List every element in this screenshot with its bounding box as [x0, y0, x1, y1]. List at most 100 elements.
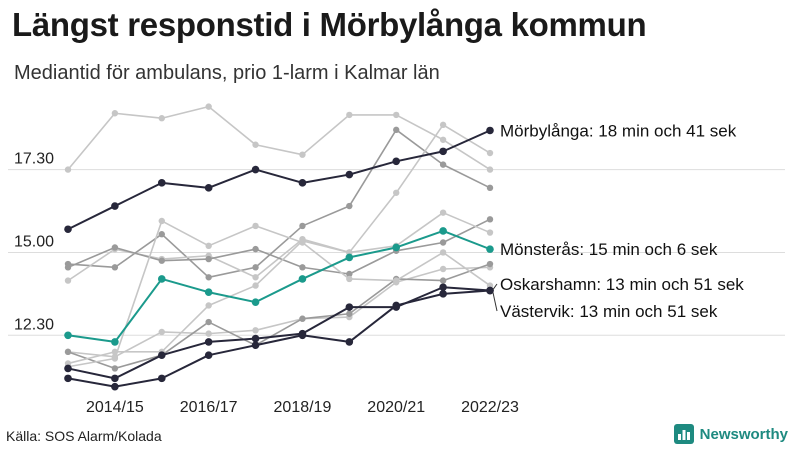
data-point — [486, 149, 494, 157]
series-line — [67, 220, 491, 368]
data-point — [251, 298, 260, 306]
data-point — [64, 225, 72, 234]
data-point — [111, 110, 119, 117]
data-point — [486, 126, 494, 135]
series-line — [67, 105, 491, 171]
series-line — [67, 286, 491, 380]
data-point — [393, 111, 400, 119]
y-tick-label: 15.00 — [14, 233, 54, 250]
data-point — [204, 351, 213, 359]
x-tick-label: 2018/19 — [274, 399, 332, 416]
data-point — [298, 179, 307, 187]
data-point — [346, 275, 353, 283]
data-point — [111, 374, 119, 383]
data-point — [252, 141, 259, 148]
data-point — [111, 355, 119, 362]
series-line — [67, 229, 491, 343]
data-point — [158, 217, 165, 225]
data-point — [486, 229, 494, 236]
data-point — [158, 231, 165, 238]
data-point — [439, 136, 447, 143]
data-point — [64, 364, 72, 373]
x-tick-label: 2020/21 — [367, 399, 425, 416]
data-point — [111, 365, 119, 372]
x-tick-label: 2022/23 — [461, 399, 519, 416]
data-point — [298, 331, 307, 340]
data-point — [439, 283, 447, 292]
series-line — [67, 124, 491, 282]
data-point — [439, 209, 447, 216]
series-line — [67, 289, 491, 388]
series-end-label: Mönsterås: 15 min och 6 sek — [500, 240, 718, 259]
data-point — [439, 161, 447, 168]
series-end-label: Mörbylånga: 18 min och 41 sek — [500, 121, 737, 140]
data-point — [345, 338, 354, 346]
data-point — [486, 184, 494, 192]
series-line — [67, 263, 491, 370]
data-point — [486, 245, 494, 253]
data-point — [64, 277, 72, 284]
data-point — [393, 189, 400, 196]
data-point — [252, 327, 259, 334]
data-point — [64, 348, 72, 356]
data-point — [299, 151, 306, 158]
y-tick-label: 17.30 — [14, 151, 54, 168]
series-end-label: Oskarshamn: 13 min och 51 sek — [500, 275, 744, 294]
x-tick-label: 2014/15 — [86, 399, 144, 416]
data-point — [252, 274, 259, 281]
data-point — [64, 166, 72, 173]
series-end-label: Västervik: 13 min och 51 sek — [500, 302, 718, 321]
data-point — [486, 166, 494, 173]
data-point — [346, 202, 353, 210]
label-leader-line — [492, 292, 498, 312]
data-point — [205, 318, 212, 326]
brand-name: Newsworthy — [699, 425, 788, 443]
data-point — [64, 331, 72, 340]
data-point — [205, 103, 212, 110]
data-point — [204, 184, 213, 192]
data-point — [439, 265, 447, 273]
data-point — [252, 264, 259, 271]
data-point — [205, 302, 212, 309]
data-point — [393, 277, 400, 284]
data-point — [345, 253, 354, 262]
series-line — [67, 211, 491, 365]
data-point — [486, 286, 494, 295]
data-point — [392, 301, 401, 310]
data-point — [346, 310, 353, 317]
data-point — [157, 351, 166, 359]
data-point — [299, 222, 306, 230]
data-point — [158, 328, 165, 336]
data-point — [251, 165, 260, 174]
data-point — [392, 157, 401, 166]
data-point — [158, 115, 165, 122]
data-point — [252, 282, 259, 289]
data-point — [111, 338, 119, 346]
data-point — [205, 274, 212, 281]
y-tick-label: 12.30 — [14, 316, 54, 333]
data-point — [299, 239, 306, 246]
data-point — [252, 222, 259, 230]
data-point — [439, 147, 447, 156]
data-point — [251, 334, 260, 343]
brand-logo: Newsworthy — [673, 424, 788, 444]
data-point — [205, 242, 212, 250]
data-point — [251, 341, 260, 350]
data-point — [157, 275, 166, 283]
data-point — [111, 264, 119, 271]
series-line — [67, 129, 491, 279]
data-point — [439, 249, 447, 256]
data-point — [393, 126, 400, 134]
newsworthy-chart-icon — [673, 424, 694, 444]
chart-title: Längst responstid i Mörbylånga kommun — [12, 6, 647, 43]
data-point — [439, 121, 447, 129]
series-line — [67, 266, 491, 358]
data-point — [439, 239, 447, 246]
data-point — [204, 288, 213, 297]
label-leader-line — [492, 283, 498, 290]
data-point — [345, 170, 354, 179]
data-point — [205, 330, 212, 337]
data-point — [439, 290, 447, 298]
data-point — [299, 264, 306, 271]
